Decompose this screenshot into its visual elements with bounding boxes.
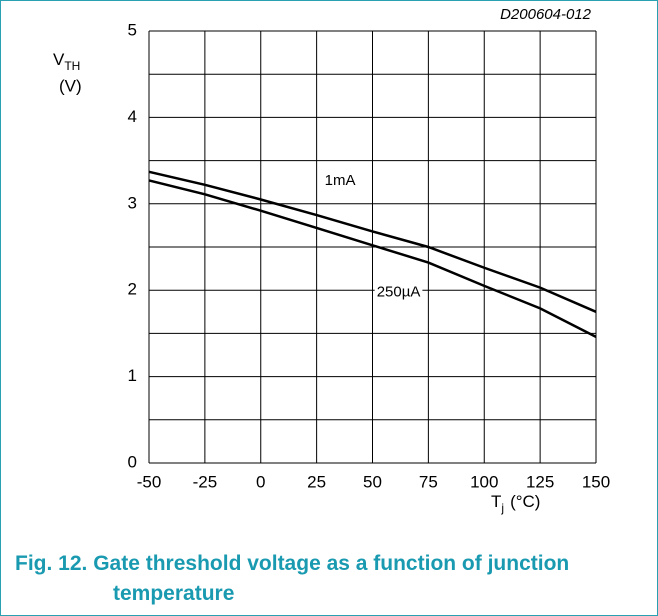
- y-axis-unit: (V): [59, 76, 82, 95]
- x-axis-unit: (°C): [510, 492, 540, 511]
- series-label-bg: [374, 283, 423, 301]
- x-tick-label: 150: [582, 472, 610, 491]
- series-label-bg: [322, 172, 358, 190]
- y-axis-symbol: V: [53, 50, 65, 69]
- x-tick-label: 50: [363, 472, 382, 491]
- x-axis-title: Tj (°C): [491, 492, 540, 515]
- x-tick-label: 125: [526, 472, 554, 491]
- y-tick-label: 1: [128, 366, 137, 385]
- x-tick-label: 100: [470, 472, 498, 491]
- series-label: 1mA: [325, 172, 356, 189]
- line: [148, 179, 597, 338]
- y-axis-title: VTH: [53, 50, 80, 73]
- x-tick-label: 0: [256, 472, 265, 491]
- x-tick-label: -25: [193, 472, 218, 491]
- figure-id: D200604-012: [500, 6, 592, 23]
- x-axis-symbol: T: [491, 492, 501, 511]
- y-axis-subscript: TH: [64, 59, 80, 73]
- caption: Fig. 12. Gate threshold voltage as a fun…: [15, 549, 645, 609]
- caption-number: Fig. 12.: [15, 552, 88, 575]
- chart: D200604-012 VTH (V) Tj (°C) 0 1 2 3 4 5 -50 -25 0…: [53, 6, 610, 515]
- y-tick-label: 3: [128, 193, 137, 212]
- x-tick-label: -50: [137, 472, 162, 491]
- x-axis-subscript: j: [500, 501, 504, 515]
- y-tick-label: 4: [128, 107, 137, 126]
- x-tick-label: 25: [307, 472, 326, 491]
- x-tick-label: 75: [419, 472, 438, 491]
- y-tick-label: 5: [128, 20, 137, 39]
- y-tick-label: 2: [128, 280, 137, 299]
- series-label: 250µA: [377, 284, 421, 301]
- y-tick-label: 0: [128, 452, 137, 471]
- line: [148, 170, 597, 313]
- caption-text: Gate threshold voltage as a function of …: [93, 552, 570, 605]
